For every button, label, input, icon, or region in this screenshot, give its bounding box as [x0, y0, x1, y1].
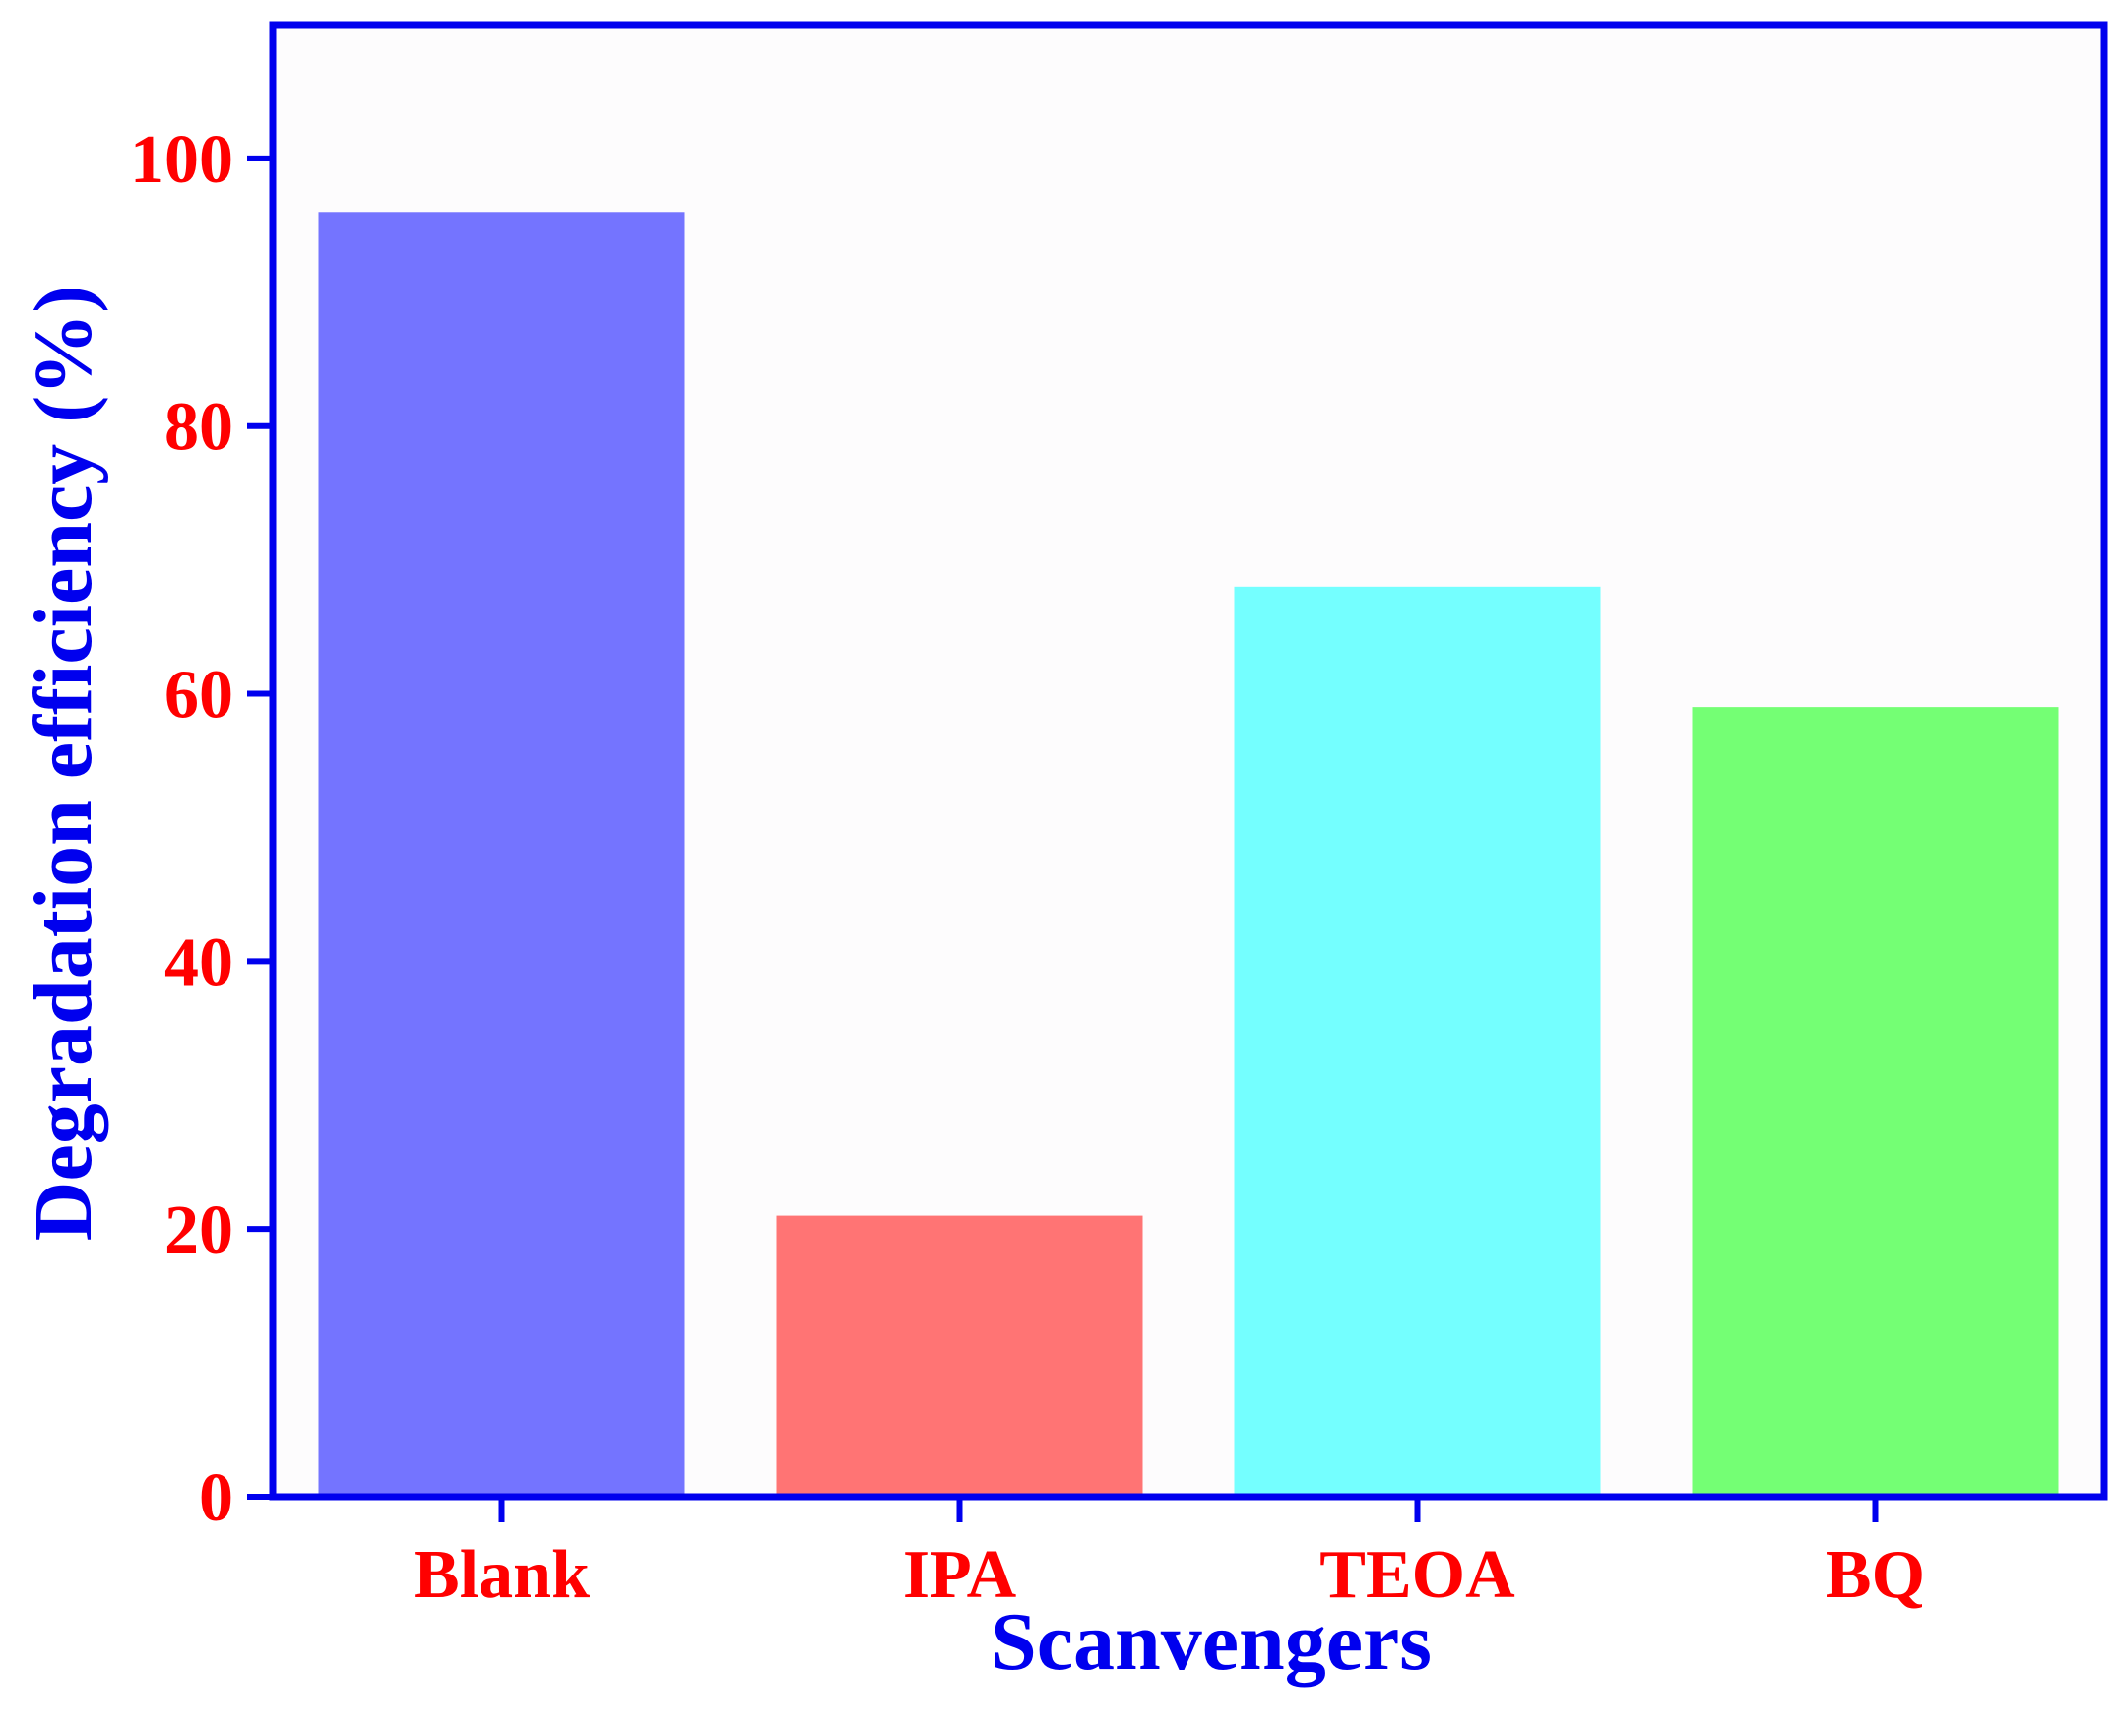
y-tick-label: 100	[130, 122, 233, 198]
y-tick-label: 40	[164, 925, 233, 1000]
bar-ipa	[776, 1215, 1143, 1497]
x-tick-label-teoa: TEOA	[1319, 1537, 1515, 1613]
x-tick-label-bq: BQ	[1826, 1537, 1925, 1613]
bar-bq	[1692, 707, 2059, 1497]
bar-teoa	[1234, 586, 1601, 1497]
y-tick-label: 0	[199, 1460, 233, 1536]
x-tick-label-blank: Blank	[414, 1537, 590, 1613]
y-tick-label: 20	[164, 1192, 233, 1268]
x-tick-label-ipa: IPA	[903, 1537, 1017, 1613]
y-tick-label: 80	[164, 390, 233, 466]
bars-layer	[318, 212, 2059, 1498]
x-axis: Blank IPA TEOA BQ	[414, 1497, 1925, 1613]
y-axis-title: Degradation efficiency (%)	[18, 286, 109, 1241]
plot-frame	[269, 21, 2108, 1501]
y-axis: 0 20 40 60 80 100	[130, 122, 273, 1536]
y-tick-label: 60	[164, 658, 233, 734]
bar-blank	[318, 212, 685, 1498]
x-axis-title: Scanvengers	[991, 1596, 1432, 1688]
